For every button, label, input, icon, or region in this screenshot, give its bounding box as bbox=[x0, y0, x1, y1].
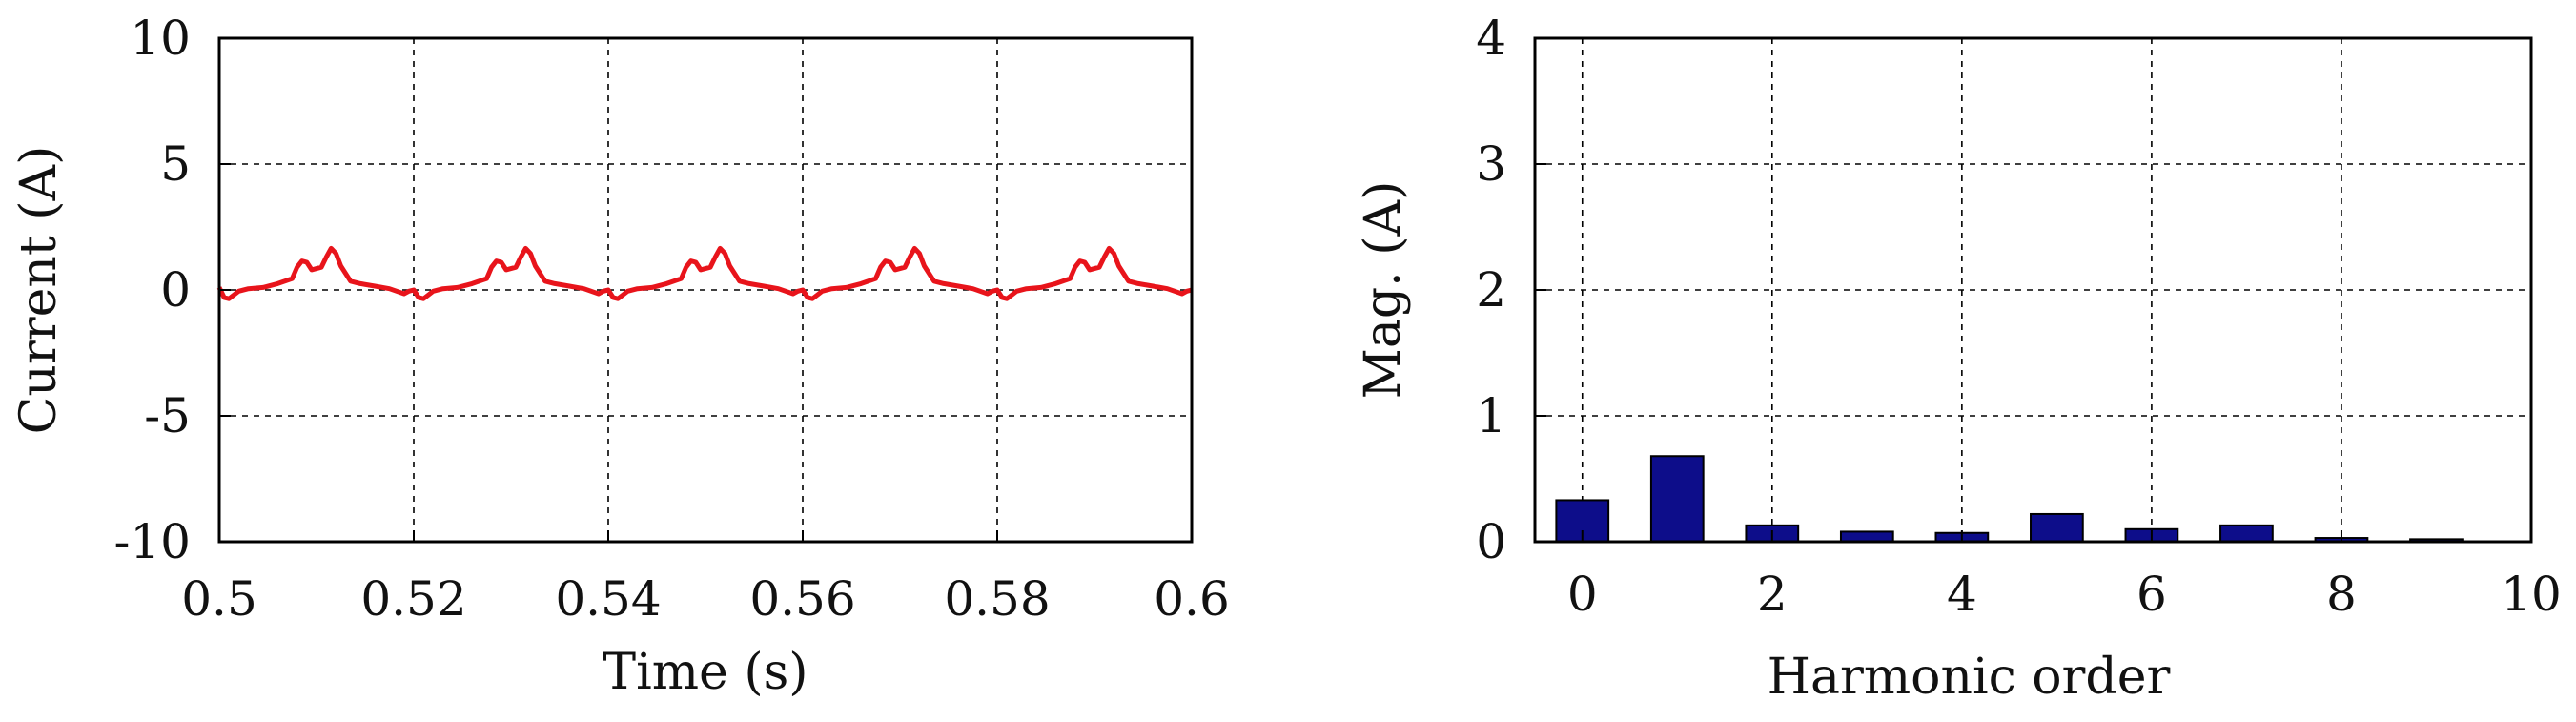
y-tick-label: -10 bbox=[113, 514, 191, 569]
x-axis-label: Time (s) bbox=[603, 644, 808, 701]
x-tick-label: 0.54 bbox=[555, 571, 661, 627]
x-tick-label: 0.5 bbox=[181, 571, 257, 627]
x-ticks: 0 2 4 6 8 10 bbox=[1567, 530, 2562, 622]
y-ticks: 10 5 0 -5 -10 bbox=[113, 10, 231, 569]
y-tick-label: 4 bbox=[1476, 10, 1506, 66]
x-tick-label: 8 bbox=[2326, 567, 2357, 622]
y-tick-label: 0 bbox=[160, 262, 191, 318]
y-axis-label: Current (A) bbox=[10, 146, 68, 435]
y-tick-label: 3 bbox=[1476, 136, 1506, 192]
bar-harmonic-3 bbox=[1839, 530, 1894, 544]
x-tick-label: 0.58 bbox=[944, 571, 1050, 627]
y-tick-label: 5 bbox=[160, 136, 191, 192]
current-series-line bbox=[216, 245, 1193, 301]
bar-harmonic-5 bbox=[2030, 512, 2084, 544]
y-tick-label: 0 bbox=[1476, 514, 1506, 569]
y-tick-label: 10 bbox=[130, 10, 191, 66]
x-tick-label: 4 bbox=[1947, 567, 1977, 622]
y-tick-label: -5 bbox=[144, 388, 191, 444]
current-waveform-chart: 0.5 0.52 0.54 0.56 0.58 0.6 10 5 0 -5 -10 Time (s… bbox=[10, 10, 1230, 701]
y-tick-label: 1 bbox=[1476, 388, 1506, 444]
y-axis-label: Mag. (A) bbox=[1355, 181, 1412, 400]
x-tick-label: 0 bbox=[1567, 567, 1598, 622]
x-ticks: 0.5 0.52 0.54 0.56 0.58 0.6 bbox=[181, 530, 1230, 627]
x-axis-label: Harmonic order bbox=[1768, 649, 2171, 706]
x-tick-label: 0.52 bbox=[360, 571, 466, 627]
x-tick-label: 2 bbox=[1757, 567, 1788, 622]
x-tick-label: 0.6 bbox=[1154, 571, 1230, 627]
y-tick-label: 2 bbox=[1476, 262, 1506, 318]
gridlines bbox=[1535, 38, 2531, 542]
x-tick-label: 10 bbox=[2501, 567, 2562, 622]
bar-harmonic-1 bbox=[1649, 455, 1705, 543]
bar-harmonic-7 bbox=[2219, 524, 2274, 544]
y-ticks: 4 3 2 1 0 bbox=[1476, 10, 1546, 569]
x-tick-label: 0.56 bbox=[749, 571, 855, 627]
x-tick-label: 6 bbox=[2136, 567, 2167, 622]
